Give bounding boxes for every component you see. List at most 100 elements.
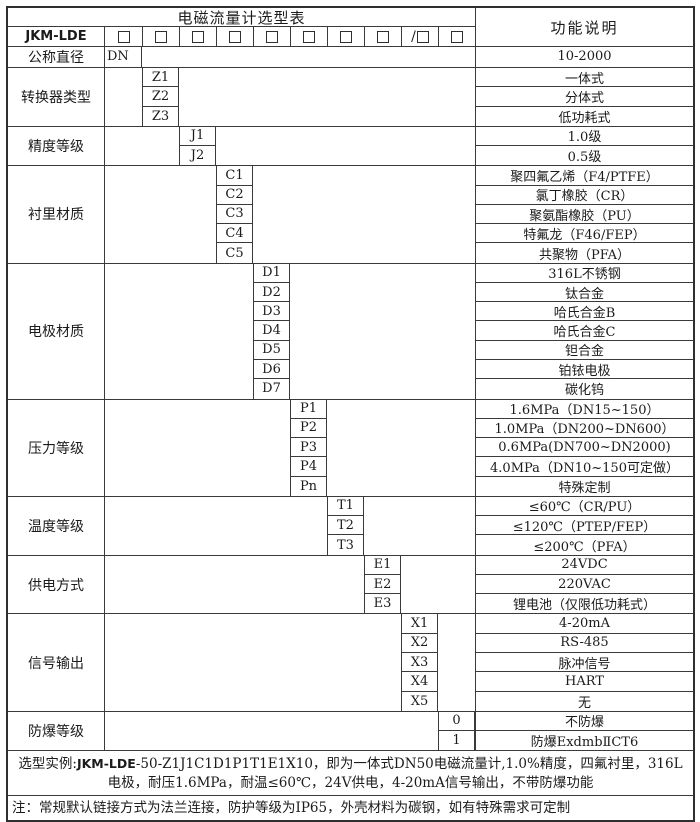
category-label: 转换器类型 [8, 68, 105, 126]
model-code-cell[interactable] [253, 27, 290, 46]
merged-empty-cell [327, 400, 475, 496]
desc-cell: 钽合金 [476, 341, 693, 360]
code-cell: Z1 [143, 68, 178, 88]
desc-cell: 脉冲信号 [476, 653, 693, 673]
code-cell: D7 [262, 381, 281, 397]
desc-cell: ≤120℃（PTEP/FEP） [476, 516, 693, 536]
desc-cell: 低功耗式 [558, 110, 611, 126]
example-row: 选型实例:JKM-LDE-50-Z1J1C1D1P1T1E1X10，即为一体式D… [8, 751, 693, 797]
example-text: -50-Z1J1C1D1P1T1E1X10，即为一体式DN50电磁流量计,1.0… [107, 756, 683, 792]
left-spacer [105, 614, 401, 710]
code-cell: T3 [337, 537, 354, 553]
merged-empty-cell [142, 47, 475, 67]
model-code-cell[interactable] [438, 27, 475, 46]
code-cell: C1 [217, 166, 252, 186]
desc-cell: RS-485 [476, 634, 693, 653]
category-label: 供电方式 [8, 555, 105, 614]
model-code-cell[interactable] [216, 27, 253, 46]
desc-cell: 1.0MPa（DN200~DN600） [476, 419, 693, 439]
header-left: 电磁流量计选型表 JKM-LDE / [8, 8, 475, 46]
model-code-cell[interactable] [142, 27, 179, 46]
code-cell: P1 [291, 400, 326, 419]
description-column: 一体式 分体式低功耗式 [475, 68, 693, 126]
code-column: T1 T2 T3 [327, 496, 364, 555]
model-code-checkbox[interactable] [229, 30, 241, 43]
merged-empty-cell [438, 614, 475, 710]
desc-cell: 无 [577, 695, 591, 711]
model-code-cell[interactable] [105, 27, 142, 46]
category-band: 供电方式 E1 E2 E3 24VDC 220VAC 锂电池（仅限低功耗式） [8, 555, 693, 615]
code-cell: Pn [299, 478, 318, 494]
description-column: 聚四氟乙烯（F4/PTFE） 氯丁橡胶（CR） 聚氨酯橡胶（PU） 特氟龙（F46/F… [475, 166, 693, 263]
desc-cell: 0.5级 [567, 150, 602, 166]
model-code-cell[interactable] [290, 27, 327, 46]
left-spacer [105, 68, 142, 126]
code-cell: D6 [254, 360, 289, 380]
model-code-checkbox[interactable] [192, 30, 204, 43]
code-cell: X5 [410, 693, 429, 709]
description-column: 不防爆 防爆ExdmbⅡCT6 [475, 711, 693, 751]
merged-empty-cell [290, 264, 475, 399]
note-row: 注：常规默认链接方式为法兰连接，防护等级为IP65，外壳材料为碳钢，如有特殊需求… [12, 800, 571, 817]
desc-cell: 一体式 [476, 68, 693, 88]
code-column: E1 E2 E3 [364, 555, 401, 614]
code-column: DN [105, 47, 142, 67]
code-cell: X3 [402, 653, 437, 673]
model-code-cell[interactable] [327, 27, 364, 46]
merged-empty-cell [179, 68, 475, 126]
description-column: 1.0级 0.5级 [475, 126, 693, 166]
code-cell: D2 [254, 283, 289, 303]
code-cell: J1 [180, 127, 215, 147]
code-cell: C5 [225, 245, 244, 261]
category-label: 电极材质 [8, 263, 105, 399]
table-header: 电磁流量计选型表 JKM-LDE / 功能说明 [8, 8, 693, 47]
desc-cell: 聚氨酯橡胶（PU） [476, 205, 693, 225]
model-code-checkbox[interactable] [266, 30, 278, 43]
model-code-checkbox[interactable] [416, 30, 429, 43]
merged-empty-cell [253, 166, 475, 262]
code-cell: E1 [365, 556, 400, 575]
desc-cell: ≤200℃（PFA） [533, 539, 636, 555]
code-column: P1 P2 P3 P4 Pn [290, 399, 327, 496]
left-spacer [105, 556, 364, 614]
desc-cell: 316L不锈钢 [476, 264, 693, 283]
desc-cell: 特殊定制 [558, 480, 611, 496]
model-code-checkbox[interactable] [451, 30, 463, 43]
model-code-cell[interactable] [179, 27, 216, 46]
code-cell: X4 [402, 672, 437, 692]
merged-empty-cell [364, 497, 475, 555]
example-prefix: 选型实例: [18, 756, 77, 773]
code-cell: 1 [452, 733, 461, 749]
description-column: 1.6MPa（DN15~150） 1.0MPa（DN200~DN600） 0.6MP… [475, 399, 693, 496]
code-cell: X2 [402, 634, 437, 653]
model-code-checkbox[interactable] [303, 30, 315, 43]
left-spacer [105, 497, 327, 555]
desc-cell: 钛合金 [476, 283, 693, 303]
desc-cell: 防爆ExdmbⅡCT6 [530, 735, 639, 751]
model-code-cell[interactable] [364, 27, 401, 46]
desc-cell: 特氟龙（F46/FEP） [476, 224, 693, 244]
slash-separator: / [411, 28, 416, 45]
code-cell: DN [107, 49, 129, 65]
desc-cell: 锂电池（仅限低功耗式） [512, 598, 656, 614]
model-code-checkbox[interactable] [155, 30, 167, 43]
left-spacer [105, 166, 216, 262]
desc-cell: 220VAC [476, 575, 693, 595]
model-code-cell[interactable]: / [401, 27, 438, 46]
code-column: C1 C2 C3 C4 C5 [216, 166, 253, 263]
model-prefix-label: JKM-LDE [8, 27, 105, 46]
desc-cell: 分体式 [476, 87, 693, 107]
model-code-checkbox[interactable] [117, 30, 130, 43]
model-code-checkbox[interactable] [340, 30, 352, 43]
desc-cell: ≤60℃（CR/PU） [476, 497, 693, 517]
code-column: J1 J2 [179, 126, 216, 166]
left-spacer [105, 400, 290, 496]
desc-cell: 10-2000 [557, 49, 612, 65]
desc-cell: 1.6MPa（DN15~150） [476, 400, 693, 419]
model-code-checkbox[interactable] [377, 30, 389, 43]
merged-empty-cell [401, 556, 475, 614]
category-band: 公称直径 DN 10-2000 [8, 47, 693, 68]
category-band: 防爆等级 0 1 不防爆 防爆ExdmbⅡCT6 [8, 711, 693, 752]
category-band: 压力等级 P1 P2 P3 P4 Pn 1.6MPa（DN15~150） 1.0MPa（DN2… [8, 399, 693, 497]
